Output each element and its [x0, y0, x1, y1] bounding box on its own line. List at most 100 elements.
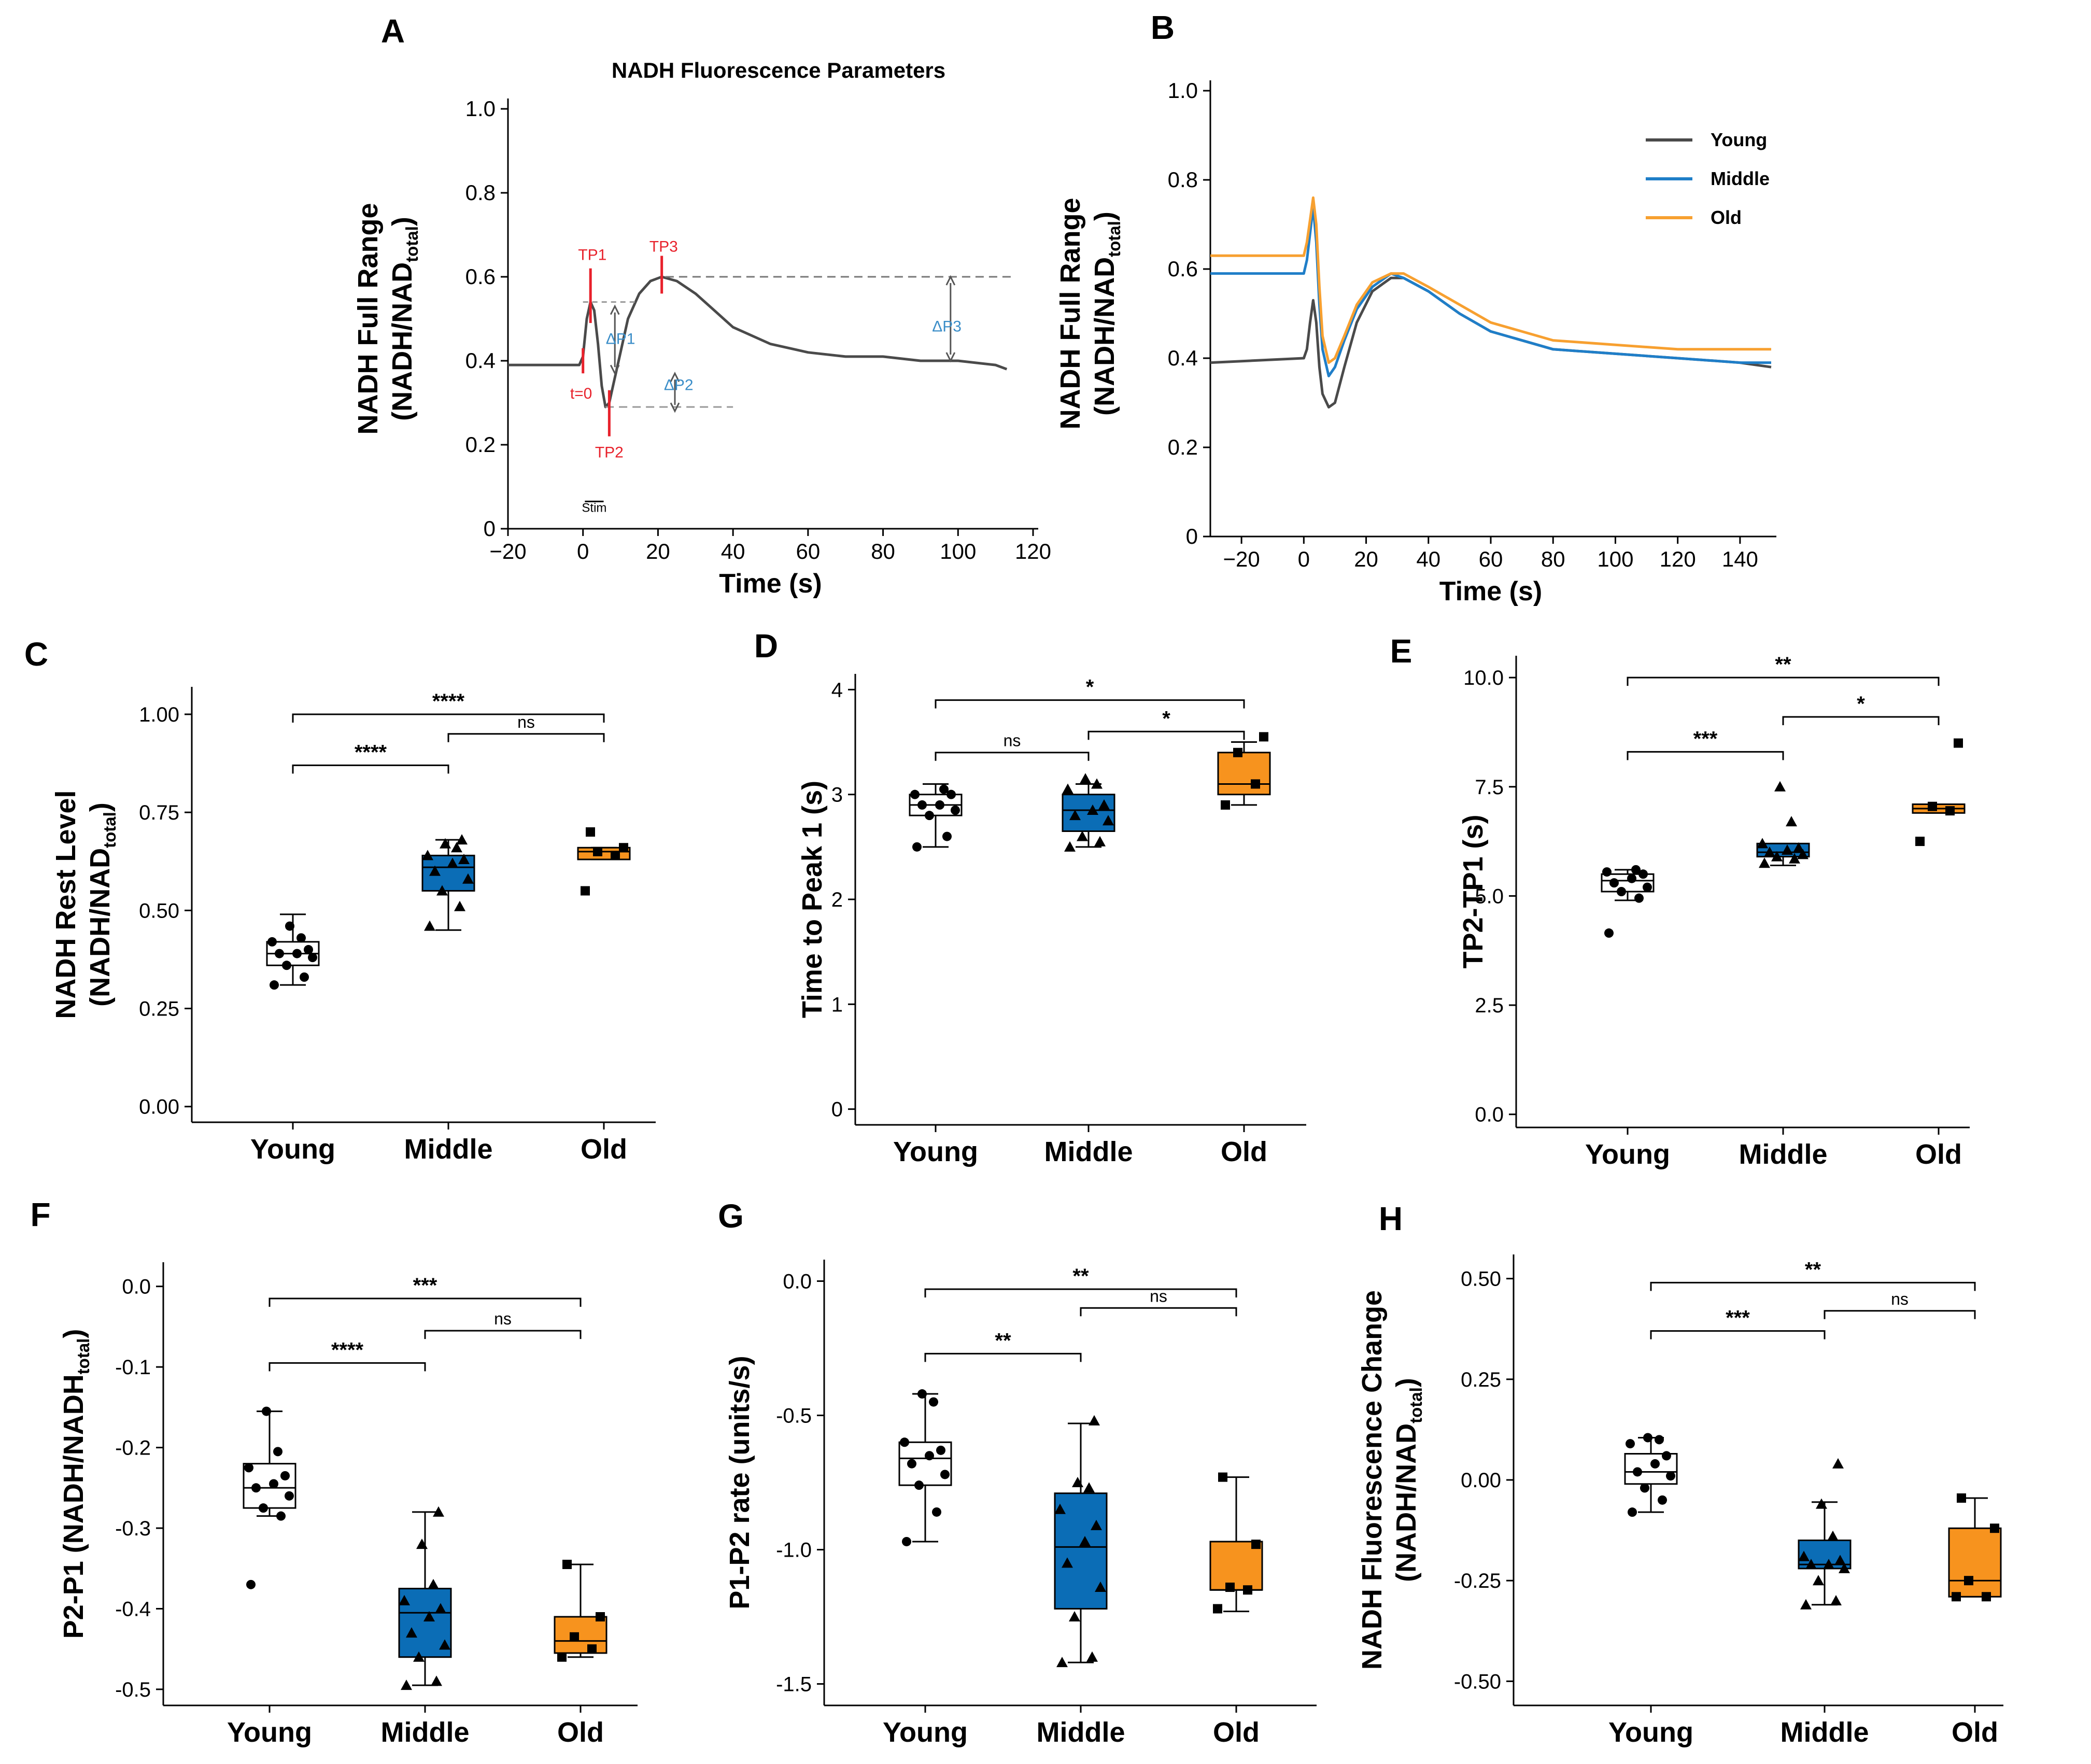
panel-e-y-tick-label: 10.0 [1463, 667, 1504, 689]
panel-d-point-middle [1080, 773, 1091, 784]
panel-f-x-tick-label-young: Young [227, 1717, 312, 1748]
panel-a-dp2-arrow-head-top [670, 371, 680, 382]
panel-f-point-young [262, 1406, 271, 1416]
panel-g-point-middle [1095, 1582, 1106, 1592]
panel-d-point-middle [1077, 830, 1088, 841]
panel-c-point-old [586, 827, 595, 837]
panel-g-point-old [1213, 1604, 1222, 1614]
panel-d-point-young [935, 800, 944, 810]
panel-h-point-young [1666, 1471, 1675, 1481]
panel-f-point-young [259, 1503, 268, 1513]
panel-f-point-middle [416, 1539, 428, 1549]
panel-h-point-middle [1800, 1599, 1812, 1610]
panel-g-x-tick-label-old: Old [1213, 1717, 1260, 1748]
panel-d-y-axis-title: Time to Peak 1 (s) [797, 781, 828, 1018]
panel-h-y-tick-label: 0.25 [1461, 1368, 1501, 1391]
panel-b-x-tick-label: −20 [1223, 547, 1260, 571]
panel-f-significance-label: **** [331, 1338, 364, 1361]
panel-f-point-old [596, 1612, 605, 1621]
panel-a-x-tick-label: −20 [489, 539, 526, 563]
panel-f-y-tick-label: -0.5 [115, 1678, 151, 1701]
panel-c-point-middle [424, 920, 435, 931]
panel-g-significance-bracket [924, 1288, 1237, 1297]
panel-c-point-middle [440, 838, 451, 849]
panel-h-y-tick-label: 0.00 [1461, 1469, 1501, 1492]
panel-f-point-young [244, 1463, 253, 1473]
panel-h-point-young [1628, 1507, 1637, 1517]
panel-g-chart: 0.0 -0.5 -1.0 -1.5 Young Middle Old P1-P2 rate … [724, 1260, 1317, 1748]
panel-e-point-old [1915, 837, 1925, 846]
panel-h-x-tick-label-old: Old [1952, 1717, 1998, 1748]
panel-d-y-tick-label: 3 [831, 784, 843, 807]
panel-e-y-tick-label: 0.0 [1475, 1104, 1504, 1126]
panel-g-y-tick-label: 0.0 [783, 1270, 812, 1293]
panel-b-x-axis-title: Time (s) [1439, 576, 1542, 606]
panel-label-d: D [754, 627, 778, 665]
panel-h-point-young [1626, 1439, 1635, 1449]
panel-g-y-tick-label: -0.5 [776, 1404, 812, 1427]
panel-c-y-axis-title-2-sub: total [100, 812, 119, 848]
panel-a-y-tick-label: 0 [484, 516, 496, 541]
panel-g-point-middle [1089, 1415, 1100, 1426]
panel-a-y-axis-title-2-sub: total [402, 226, 421, 262]
panel-label-f: F [30, 1196, 50, 1233]
panel-f-significance-label: ns [494, 1309, 512, 1328]
panel-h-x-tick-label-middle: Middle [1781, 1717, 1869, 1748]
panel-f-significance-bracket [424, 1330, 582, 1339]
panel-f-point-young [246, 1579, 256, 1589]
panel-e-point-old [1928, 801, 1937, 811]
panel-g-point-old [1225, 1583, 1235, 1592]
panel-label-a: A [381, 12, 405, 50]
panel-h-point-middle [1834, 1555, 1846, 1565]
panel-a-dp3-arrow-head-bottom [945, 352, 956, 363]
panel-d-point-middle [1064, 841, 1076, 852]
panel-h-y-axis-title-2-main: (NADH/NAD [1391, 1423, 1422, 1582]
panel-f-point-middle [428, 1578, 439, 1589]
panel-h-box-old [1948, 1527, 2002, 1598]
panel-e-point-middle [1757, 838, 1768, 849]
panel-g-point-young [914, 1480, 924, 1490]
panel-f-point-young [276, 1511, 286, 1521]
panel-b-chart: 0 0.2 0.4 0.6 0.8 1.0 −20 0 20 40 60 80 100 120 140 Tim… [1055, 78, 1776, 606]
panel-h-significance-bracket [1824, 1310, 1976, 1319]
panel-f-y-tick-label: -0.1 [115, 1356, 151, 1379]
panel-h-point-old [1990, 1523, 1999, 1533]
panel-d-significance-bracket [1087, 730, 1245, 740]
panel-h-chart: 0.50 0.25 0.00 -0.25 -0.50 Young Middle Old NADH… [1357, 1254, 2003, 1748]
panel-f-point-young [273, 1447, 282, 1457]
panel-f-y-axis-title: P2-P1 (NADH/NADHtotal) [58, 1329, 93, 1639]
panel-b-x-tick-label: 100 [1597, 547, 1633, 571]
panel-g-point-old [1251, 1540, 1261, 1549]
panel-b-series-young [1210, 276, 1772, 409]
panel-g-point-young [917, 1389, 927, 1399]
panel-c-y-axis-title-2-main: (NADH/NAD [84, 848, 116, 1007]
panel-b-x-tick-label: 60 [1479, 547, 1503, 571]
panel-e-chart: 0.0 2.5 5.0 7.5 10.0 Young Middle Old TP2-TP1 (s… [1458, 653, 1970, 1170]
panel-d-significance-bracket [935, 699, 1245, 709]
panel-label-b: B [1151, 9, 1175, 46]
panel-e-point-young [1604, 928, 1614, 938]
panel-c-point-young [300, 972, 309, 982]
panel-e-point-young [1609, 878, 1619, 888]
panel-e-point-old [1945, 806, 1955, 816]
panel-f-point-young [280, 1471, 290, 1480]
panel-c-significance-label: **** [432, 690, 465, 713]
panel-c-point-old [593, 846, 602, 856]
panel-f-y-axis-title-end: ) [58, 1329, 89, 1338]
panel-d-point-young [925, 811, 934, 821]
panel-a-y-tick-label: 0.8 [465, 180, 496, 205]
panel-f-point-old [587, 1644, 597, 1654]
panel-e-point-young [1634, 893, 1644, 903]
panel-a-x-axis-title: Time (s) [719, 569, 822, 599]
panel-d-point-young [939, 784, 949, 794]
panel-a-tp3-label: TP3 [649, 238, 678, 255]
panel-a-dp1-label: ΔP1 [606, 331, 635, 348]
panel-a-dp2-arrow-head-bottom [670, 402, 680, 413]
panel-b-legend-label-old: Old [1711, 207, 1742, 228]
panel-c-significance-bracket [292, 713, 605, 723]
panel-h-x-tick-label-young: Young [1608, 1717, 1693, 1748]
panel-b-x-tick-label: 140 [1722, 547, 1758, 571]
panel-a-x-tick-label: 80 [871, 539, 895, 563]
panel-c-point-middle [447, 857, 458, 868]
